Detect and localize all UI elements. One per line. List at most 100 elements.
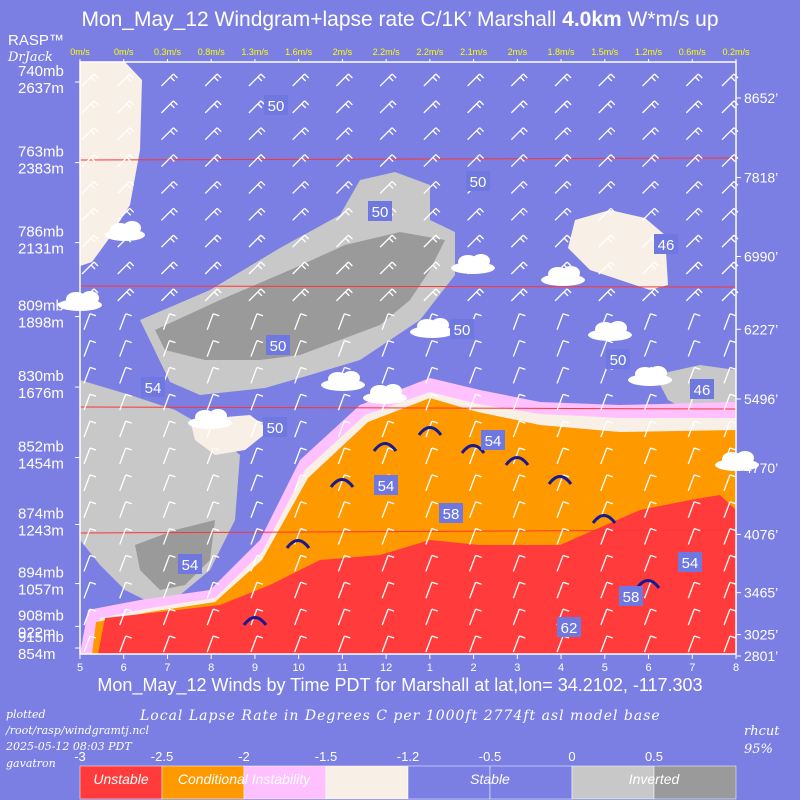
wind-barb — [468, 527, 482, 545]
wind-barb — [685, 73, 703, 87]
wind-barb — [335, 127, 353, 141]
wind-barb — [554, 207, 572, 221]
wind-barb — [292, 127, 310, 141]
cloud-icon — [628, 366, 672, 386]
wind-barb — [554, 154, 572, 168]
x-tick-label: 8 — [208, 662, 214, 674]
wind-barb — [206, 339, 220, 357]
wind-barb — [685, 261, 703, 275]
wind-barb — [292, 261, 310, 275]
height-ft-label: 5496’ — [744, 391, 778, 407]
updraft-label: 1.6m/s — [285, 47, 313, 57]
x-tick-label: 7 — [689, 662, 695, 674]
contour-label-box — [263, 417, 287, 437]
wind-barb — [512, 393, 526, 411]
wind-barb — [598, 207, 616, 221]
wind-barb — [643, 366, 657, 384]
wind-barb — [248, 180, 266, 194]
contour-labels: 50 50 50 50 50 46 54 50 54 54 58 54 54 58 62 50 46 — [141, 95, 714, 637]
wind-barb — [204, 100, 222, 114]
wind-barb — [642, 261, 659, 275]
wind-barb — [510, 154, 528, 168]
wind-barb — [425, 447, 439, 465]
wind-barb — [117, 154, 135, 168]
glider-icon — [242, 616, 268, 626]
wind-barb — [598, 154, 616, 168]
wind-barb — [600, 635, 614, 653]
wind-barb — [119, 581, 132, 599]
glider-icon — [329, 478, 355, 488]
contour-label: 54 — [682, 555, 699, 572]
legend-swatch — [653, 765, 737, 800]
wind-barb — [425, 501, 439, 518]
wind-barb — [687, 581, 701, 599]
wind-barb — [204, 261, 222, 275]
wind-barb — [687, 608, 701, 626]
plot-frame — [79, 61, 737, 655]
wind-barb — [510, 180, 528, 194]
height-ft-label: 8652’ — [744, 90, 778, 106]
wind-barb — [162, 635, 176, 653]
height-ft-label: 7818’ — [744, 170, 778, 186]
wind-barb — [642, 73, 659, 87]
wind-barb — [117, 261, 135, 275]
wind-barb — [83, 581, 97, 599]
wind-barb — [81, 180, 99, 194]
wind-barb — [337, 635, 351, 653]
wind-barb — [600, 393, 614, 411]
height-ft-label: 6227’ — [744, 321, 778, 337]
glider-icon — [591, 514, 617, 524]
wind-barb — [512, 366, 526, 384]
wind-barb — [117, 73, 135, 87]
pressure-label: 763mb — [18, 144, 64, 161]
wind-barb — [512, 581, 526, 599]
cloud-icon — [541, 266, 585, 286]
wind-barb — [335, 261, 353, 275]
wind-barb — [425, 554, 439, 572]
author-label: DrJack — [8, 50, 53, 65]
x-tick-label: 4 — [558, 662, 564, 674]
wind-barb — [467, 207, 485, 221]
wind-barb — [162, 501, 176, 518]
wind-barb — [556, 339, 570, 357]
cloud-icon — [188, 409, 232, 429]
wind-barb — [81, 261, 99, 275]
wind-barb — [117, 207, 135, 221]
wind-barb — [512, 474, 526, 492]
cloud-icon — [105, 221, 145, 241]
wind-barb — [467, 154, 485, 168]
wind-barb — [206, 420, 220, 438]
wind-barb — [642, 207, 659, 221]
wind-barb — [204, 73, 222, 87]
wind-barb — [381, 366, 395, 384]
rhcut-value: 95% — [744, 742, 773, 757]
wind-barb — [468, 608, 482, 626]
cloud-icon — [363, 384, 407, 404]
wind-barb — [381, 635, 395, 653]
wind-barb — [337, 554, 351, 572]
wind-barb — [294, 501, 307, 518]
wind-barb — [468, 635, 482, 653]
wind-barb — [643, 339, 657, 357]
wind-barb — [467, 288, 485, 302]
legend-swatch — [79, 765, 163, 800]
wind-barb — [425, 366, 439, 384]
wind-barb — [250, 366, 264, 384]
wind-barb — [248, 261, 266, 275]
wind-barb — [161, 73, 178, 87]
pressure-label: 830mb — [18, 368, 64, 385]
wind-barb — [512, 339, 526, 357]
wind-barb — [556, 366, 570, 384]
pressure-label: 809mb — [18, 298, 64, 315]
wind-barb — [467, 100, 485, 114]
wind-barb — [337, 447, 351, 465]
contour-label-box — [266, 335, 290, 355]
level-line — [79, 285, 737, 288]
x-tick-label: 8 — [733, 662, 739, 674]
contour-label: 46 — [694, 382, 711, 399]
wind-barb — [598, 180, 616, 194]
legend-swatch — [571, 765, 655, 800]
region-cream-topleft — [80, 62, 142, 266]
contour-label: 50 — [270, 338, 287, 355]
contour-label: 54 — [182, 557, 199, 574]
